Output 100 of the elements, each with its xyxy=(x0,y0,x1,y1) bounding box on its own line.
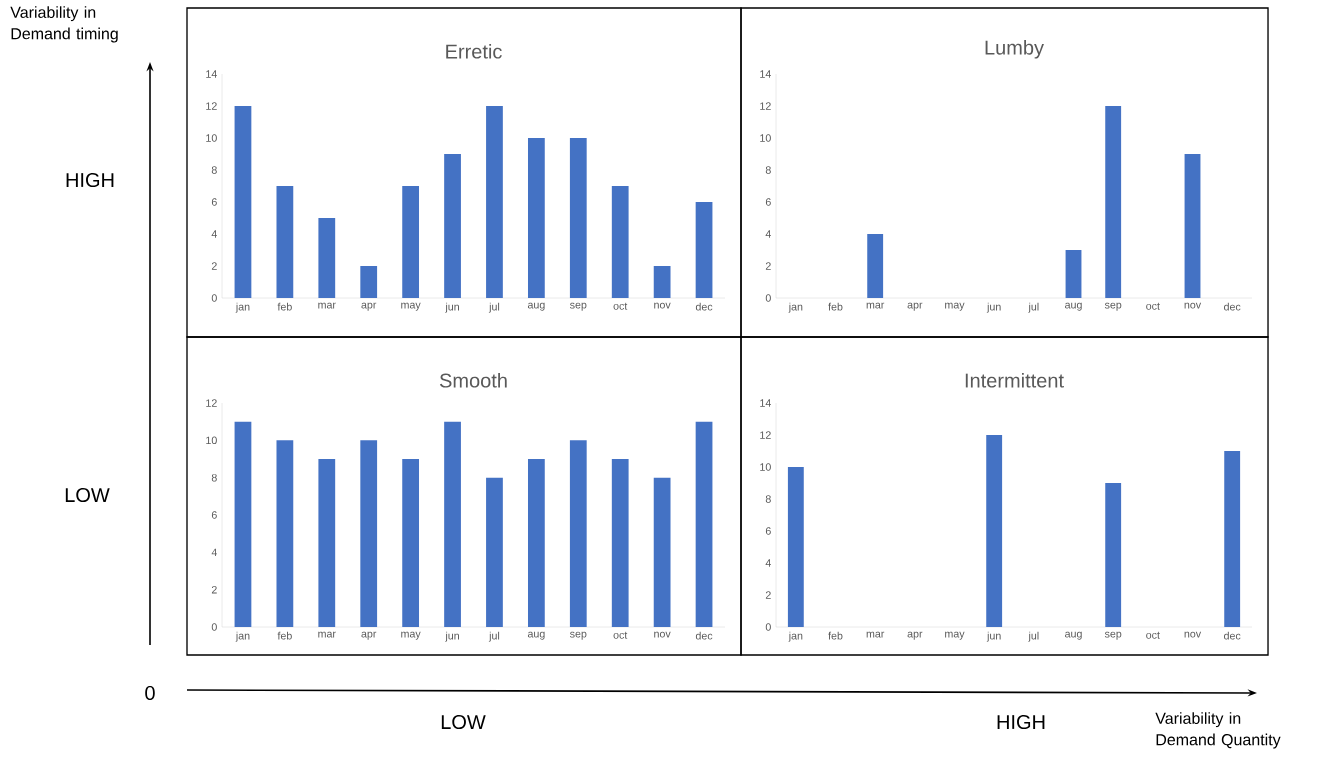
y-tick-label: 0 xyxy=(211,623,217,631)
y-tick-label: 14 xyxy=(206,70,217,78)
bar xyxy=(444,421,461,628)
x-tick-label: oct xyxy=(613,631,628,639)
bar xyxy=(276,440,294,628)
x-tick-label: nov xyxy=(1184,631,1202,638)
y-tick-label: 2 xyxy=(765,591,771,599)
x-tick-label: mar xyxy=(866,631,885,638)
bar xyxy=(1184,154,1201,298)
x-tick-label: aug xyxy=(527,631,545,640)
x-tick-label: jun xyxy=(986,631,1001,642)
y-tick-label: 12 xyxy=(760,431,771,439)
x-tick-label: apr xyxy=(907,631,923,640)
x-tick-label: apr xyxy=(361,631,377,640)
x-tick-label: apr xyxy=(907,302,923,311)
y-tick-label: 10 xyxy=(206,436,217,445)
x-tick-label: may xyxy=(945,302,965,311)
y-tick-label: 12 xyxy=(760,102,771,110)
x-tick-label: nov xyxy=(1184,302,1202,309)
bar xyxy=(527,459,545,628)
chart-title: Lumby xyxy=(985,39,1044,59)
y-tick-label: 2 xyxy=(211,585,217,594)
bar xyxy=(695,202,713,298)
y-tick-label: 8 xyxy=(211,166,217,174)
y-tick-label: 6 xyxy=(765,527,771,535)
bar xyxy=(486,106,503,298)
y-tick-label: 4 xyxy=(211,548,217,557)
bar xyxy=(360,440,378,628)
chart-title: Erretic xyxy=(446,43,502,59)
x-tick-label: dec xyxy=(695,302,713,311)
x-tick-label: aug xyxy=(527,302,545,311)
y-tick-label: 8 xyxy=(765,166,771,174)
x-tick-label: dec xyxy=(1224,302,1241,311)
x-tick-label: oct xyxy=(1146,302,1160,310)
x-tick-label: nov xyxy=(654,302,671,309)
bar xyxy=(569,138,587,298)
x-tick-label: mar xyxy=(866,302,885,309)
bar xyxy=(527,138,545,298)
y-tick-label: 8 xyxy=(211,473,217,482)
bar xyxy=(486,477,503,628)
x-tick-label: mar xyxy=(318,631,336,638)
bar xyxy=(1224,451,1241,628)
x-tick-label: sep xyxy=(569,631,587,640)
text: HIGH xyxy=(66,172,114,188)
bar xyxy=(867,234,884,298)
x-tick-label: apr xyxy=(361,302,377,311)
y-tick-label: 12 xyxy=(206,102,217,110)
y-tick-label: 10 xyxy=(760,134,771,142)
y-tick-label: 6 xyxy=(211,198,217,206)
x-tick-label: oct xyxy=(1146,631,1160,639)
bar xyxy=(234,106,252,298)
x-tick-label: dec xyxy=(1224,631,1241,640)
bar xyxy=(695,421,713,628)
y-tick-label: 8 xyxy=(765,495,771,503)
x-tick-label: nov xyxy=(654,631,671,638)
text: Variability in Demand Quantity xyxy=(1155,712,1281,749)
bar xyxy=(611,459,629,628)
x-tick-label: jan xyxy=(788,631,803,642)
y-tick-label: 2 xyxy=(765,262,771,270)
y-tick-label: 0 xyxy=(211,294,217,302)
x-tick-label: jun xyxy=(445,302,459,313)
x-tick-label: mar xyxy=(318,302,336,309)
bar xyxy=(569,440,587,628)
x-tick-label: feb xyxy=(828,631,843,640)
x-tick-label: may xyxy=(945,631,965,640)
bar xyxy=(444,154,461,298)
bar xyxy=(653,477,671,628)
y-tick-label: 4 xyxy=(765,230,771,238)
chart-title: Intermittent xyxy=(965,372,1064,388)
bar xyxy=(1105,483,1122,628)
x-tick-label: jan xyxy=(788,302,803,313)
bar xyxy=(234,421,252,628)
bar xyxy=(611,186,629,298)
bar xyxy=(318,218,336,298)
text: Variability in Demand timing xyxy=(10,6,118,43)
x-tick-label: jun xyxy=(986,302,1001,313)
x-tick-label: jun xyxy=(445,631,459,642)
text: 0 xyxy=(145,685,155,701)
y-tick-label: 10 xyxy=(760,463,771,471)
bar xyxy=(402,186,420,298)
text: LOW xyxy=(441,714,486,730)
bar xyxy=(1105,106,1122,298)
x-tick-label: oct xyxy=(613,302,628,310)
y-tick-label: 2 xyxy=(211,262,217,270)
x-tick-label: may xyxy=(401,631,421,640)
x-tick-label: feb xyxy=(277,631,292,640)
y-tick-label: 10 xyxy=(206,134,217,142)
x-tick-label: sep xyxy=(1104,302,1122,311)
y-tick-label: 0 xyxy=(765,623,771,631)
y-tick-label: 14 xyxy=(760,70,771,78)
x-tick-label: feb xyxy=(277,302,292,311)
x-tick-label: aug xyxy=(1065,302,1082,311)
x-tick-label: sep xyxy=(569,302,587,311)
x-tick-label: aug xyxy=(1065,631,1082,640)
x-tick-label: may xyxy=(401,302,421,311)
y-tick-label: 6 xyxy=(211,511,217,519)
bar xyxy=(653,266,671,298)
x-tick-label: dec xyxy=(695,631,713,640)
x-tick-label: jan xyxy=(235,631,250,642)
x-tick-label: sep xyxy=(1104,631,1122,640)
